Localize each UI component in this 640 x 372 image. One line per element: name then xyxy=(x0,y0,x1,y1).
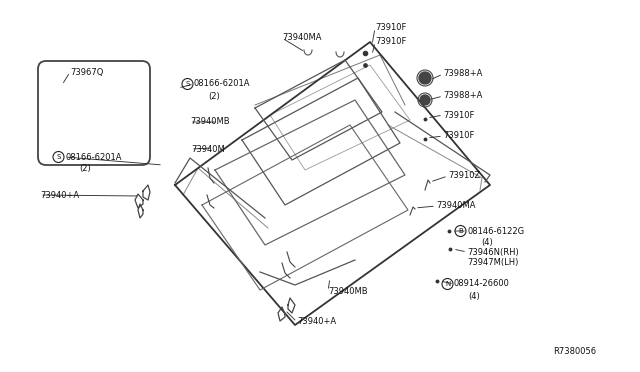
Text: S: S xyxy=(56,154,61,160)
Text: (4): (4) xyxy=(468,292,480,301)
Text: 73988+A: 73988+A xyxy=(443,70,483,78)
Text: 73910Z: 73910Z xyxy=(448,171,480,180)
Text: 73946N(RH): 73946N(RH) xyxy=(467,247,519,257)
Text: 08166-6201A: 08166-6201A xyxy=(194,80,250,89)
Text: (2): (2) xyxy=(208,92,220,100)
Text: 73940M: 73940M xyxy=(191,144,225,154)
Text: 73940+A: 73940+A xyxy=(297,317,336,327)
Text: (4): (4) xyxy=(481,238,493,247)
Text: S: S xyxy=(186,81,189,87)
Text: 73940MB: 73940MB xyxy=(328,286,367,295)
Text: 73940MB: 73940MB xyxy=(190,118,230,126)
Text: B: B xyxy=(458,228,463,234)
Text: 73967Q: 73967Q xyxy=(70,67,104,77)
Text: 73940+A: 73940+A xyxy=(40,190,79,199)
Circle shape xyxy=(420,95,430,105)
Text: 73940MA: 73940MA xyxy=(282,33,321,42)
Text: 73910F: 73910F xyxy=(443,110,474,119)
Text: 08146-6122G: 08146-6122G xyxy=(467,227,524,235)
Text: 73910F: 73910F xyxy=(375,38,406,46)
Text: N: N xyxy=(445,281,450,287)
Circle shape xyxy=(419,72,431,84)
Text: 08914-26600: 08914-26600 xyxy=(454,279,510,289)
Text: 73940MA: 73940MA xyxy=(436,202,476,211)
Text: R7380056: R7380056 xyxy=(553,347,596,356)
Text: 08166-6201A: 08166-6201A xyxy=(65,153,122,161)
Text: 73947M(LH): 73947M(LH) xyxy=(467,259,518,267)
Text: 73910F: 73910F xyxy=(375,23,406,32)
Text: 73988+A: 73988+A xyxy=(443,92,483,100)
Text: (2): (2) xyxy=(79,164,91,173)
Text: 73910F: 73910F xyxy=(443,131,474,141)
